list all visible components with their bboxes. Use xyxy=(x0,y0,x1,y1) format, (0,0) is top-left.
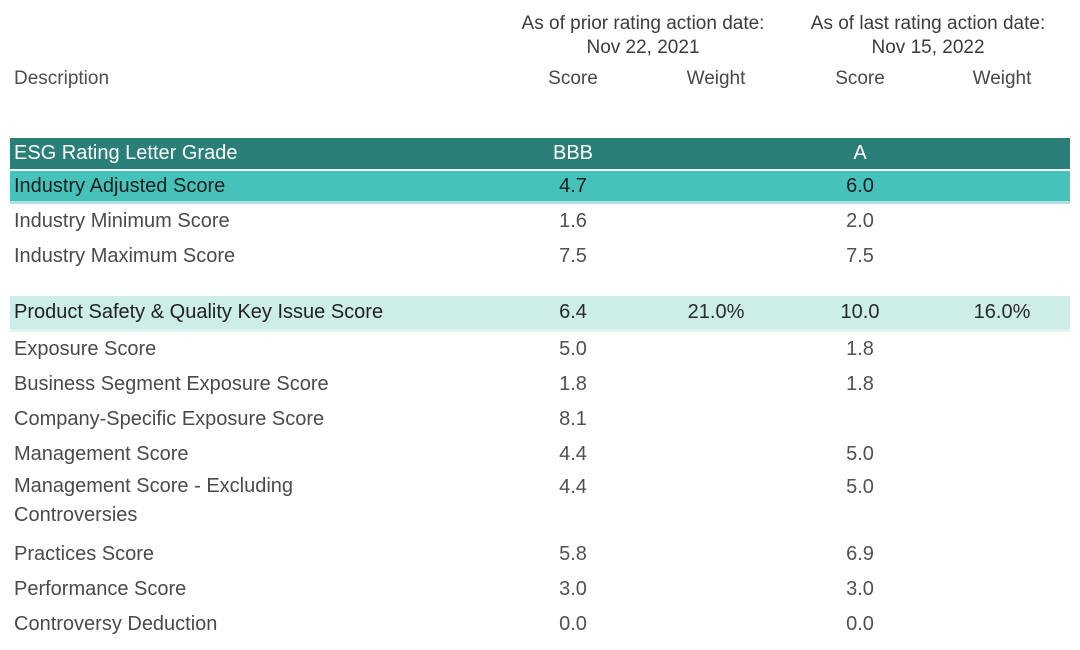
prior-score-cell: 3.0 xyxy=(559,578,587,600)
prior-weight-cell xyxy=(646,138,787,171)
prior-weight-cell xyxy=(646,203,786,240)
row-label: Product Safety & Quality Key Issue Score xyxy=(10,296,500,332)
prior-weight-cell xyxy=(646,239,786,274)
table-row-practices-score: Practices Score 5.8 6.9 xyxy=(10,537,1070,572)
prior-weight-cell xyxy=(646,402,786,437)
last-weight-cell: 16.0% xyxy=(934,296,1071,332)
prior-score-cell: BBB xyxy=(500,138,646,171)
row-label: Industry Minimum Score xyxy=(14,210,230,232)
column-header-prior-score: Score xyxy=(548,68,598,89)
last-score-cell: 6.9 xyxy=(846,543,874,565)
prior-weight-cell xyxy=(646,537,786,572)
prior-score-cell: 7.5 xyxy=(559,245,587,267)
last-score-cell: 0.0 xyxy=(846,613,874,635)
table-row-management-score-excluding-controversies: Management Score - Excluding Controversi… xyxy=(10,472,1070,537)
table-row-product-safety-quality-key-issue-score: Product Safety & Quality Key Issue Score… xyxy=(10,296,1071,332)
column-header-last-score: Score xyxy=(835,68,885,89)
prior-score-cell: 4.4 xyxy=(559,443,587,465)
last-score-cell: 1.8 xyxy=(846,373,874,395)
table-row-company-specific-exposure-score: Company-Specific Exposure Score 8.1 xyxy=(10,402,1070,437)
last-weight-cell xyxy=(934,239,1070,274)
last-weight-cell xyxy=(934,537,1070,572)
column-header-description: Description xyxy=(14,68,110,89)
last-score-cell: 10.0 xyxy=(786,296,935,332)
row-spacer xyxy=(10,274,1070,296)
last-weight-cell xyxy=(934,331,1070,368)
last-weight-cell xyxy=(934,367,1070,402)
table-row-controversy-deduction: Controversy Deduction 0.0 0.0 xyxy=(10,607,1070,642)
last-weight-cell xyxy=(934,437,1070,472)
column-header-row: Description Score Weight Score Weight xyxy=(10,62,1070,96)
group-header-empty-cell xyxy=(10,10,500,62)
last-weight-cell xyxy=(934,607,1070,642)
table-row-industry-minimum-score: Industry Minimum Score 1.6 2.0 xyxy=(10,203,1070,240)
group-header-row: As of prior rating action date: Nov 22, … xyxy=(10,10,1070,62)
table-row-performance-score: Performance Score 3.0 3.0 xyxy=(10,572,1070,607)
row-label: Management Score xyxy=(14,443,189,465)
prior-score-cell: 1.6 xyxy=(559,210,587,232)
row-label: Business Segment Exposure Score xyxy=(14,373,329,395)
last-score-cell: 1.8 xyxy=(846,338,874,360)
row-label: Exposure Score xyxy=(14,338,157,360)
prior-weight-cell xyxy=(646,607,786,642)
column-header-last-weight: Weight xyxy=(972,68,1032,89)
prior-period-date: Nov 22, 2021 xyxy=(586,37,700,58)
prior-weight-cell xyxy=(646,331,786,368)
last-score-cell: 5.0 xyxy=(846,476,874,498)
table-row-business-segment-exposure-score: Business Segment Exposure Score 1.8 1.8 xyxy=(10,367,1070,402)
row-label: Industry Maximum Score xyxy=(14,245,236,267)
last-score-cell xyxy=(786,402,934,437)
prior-period-caption: As of prior rating action date: xyxy=(521,13,765,34)
prior-score-cell: 4.4 xyxy=(559,476,587,498)
last-weight-cell xyxy=(934,572,1070,607)
prior-weight-cell xyxy=(646,572,786,607)
row-label: ESG Rating Letter Grade xyxy=(10,138,500,171)
row-label: Practices Score xyxy=(14,543,155,565)
prior-weight-cell xyxy=(646,472,786,537)
prior-weight-cell xyxy=(646,367,786,402)
table-row-exposure-score: Exposure Score 5.0 1.8 xyxy=(10,331,1070,368)
prior-score-cell: 5.8 xyxy=(559,543,587,565)
last-score-cell: 2.0 xyxy=(846,210,874,232)
row-label: Industry Adjusted Score xyxy=(10,170,500,204)
table-row-industry-maximum-score: Industry Maximum Score 7.5 7.5 xyxy=(10,239,1070,274)
table-row-management-score: Management Score 4.4 5.0 xyxy=(10,437,1070,472)
row-label: Controversy Deduction xyxy=(14,613,218,635)
last-weight-cell xyxy=(934,402,1070,437)
prior-weight-cell xyxy=(646,437,786,472)
last-score-cell: 7.5 xyxy=(846,245,874,267)
last-score-cell: 6.0 xyxy=(786,170,935,204)
last-score-cell: A xyxy=(786,138,935,171)
prior-weight-cell xyxy=(646,170,787,204)
column-header-prior-weight: Weight xyxy=(686,68,746,89)
last-weight-cell xyxy=(934,170,1071,204)
prior-period-header: As of prior rating action date: Nov 22, … xyxy=(500,10,786,62)
last-weight-cell xyxy=(934,472,1070,537)
prior-score-cell: 8.1 xyxy=(559,408,587,430)
last-weight-cell xyxy=(934,203,1070,240)
esg-score-table: As of prior rating action date: Nov 22, … xyxy=(10,10,1071,642)
header-spacer xyxy=(10,96,1070,138)
table-row-industry-adjusted-score: Industry Adjusted Score 4.7 6.0 xyxy=(10,170,1071,204)
prior-score-cell: 6.4 xyxy=(500,296,646,332)
last-period-header: As of last rating action date: Nov 15, 2… xyxy=(786,10,1070,62)
prior-score-cell: 0.0 xyxy=(559,613,587,635)
last-score-cell: 3.0 xyxy=(846,578,874,600)
prior-score-cell: 1.8 xyxy=(559,373,587,395)
row-label: Management Score - Excluding Controversi… xyxy=(14,475,294,526)
prior-score-cell: 5.0 xyxy=(559,338,587,360)
table-row-esg-rating-letter-grade: ESG Rating Letter Grade BBB A xyxy=(10,138,1071,171)
last-period-date: Nov 15, 2022 xyxy=(871,37,985,58)
last-score-cell: 5.0 xyxy=(846,443,874,465)
prior-weight-cell: 21.0% xyxy=(646,296,787,332)
row-label: Performance Score xyxy=(14,578,187,600)
prior-score-cell: 4.7 xyxy=(500,170,646,204)
last-period-caption: As of last rating action date: xyxy=(810,13,1046,34)
row-label: Company-Specific Exposure Score xyxy=(14,408,325,430)
last-weight-cell xyxy=(934,138,1071,171)
